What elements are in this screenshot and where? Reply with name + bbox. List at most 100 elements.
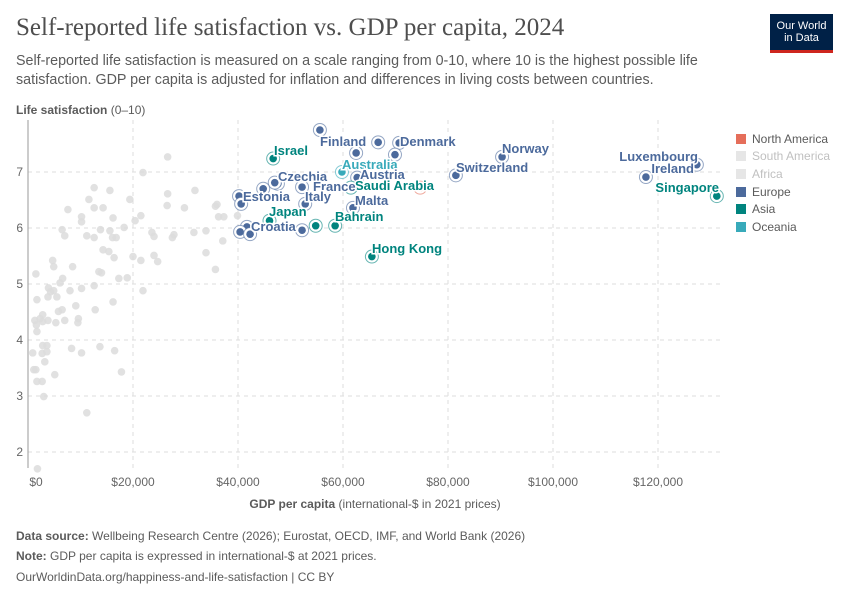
ireland-data-point xyxy=(642,173,650,181)
logo-line-2: in Data xyxy=(784,32,819,44)
saudi-arabia-data-point xyxy=(347,183,355,192)
data-point-other-region xyxy=(67,344,76,353)
austria-data-point xyxy=(353,173,361,182)
data-point-other-region xyxy=(53,293,61,301)
legend-item-europe[interactable]: Europe xyxy=(736,183,830,201)
y-tick-label: 5 xyxy=(16,277,23,291)
x-axis-label: GDP per capita (international-$ in 2021 … xyxy=(0,497,750,511)
data-point-other-region xyxy=(90,183,98,192)
legend-swatch xyxy=(736,186,746,197)
owid-logo[interactable]: Our World in Data xyxy=(770,14,833,53)
note-label: Note: xyxy=(16,549,47,563)
data-point-other-region xyxy=(39,392,48,401)
y-axis-label-bold: Life satisfaction xyxy=(16,103,108,117)
data-point-other-region xyxy=(74,318,82,327)
point-label: Croatia xyxy=(251,219,297,234)
data-point-other-region xyxy=(58,225,66,234)
data-point-other-region xyxy=(33,295,41,304)
point-label: Saudi Arabia xyxy=(355,178,435,193)
data-point-other-region xyxy=(33,377,41,386)
data-point-other-region xyxy=(220,213,228,221)
data-point-other-region xyxy=(33,465,42,473)
data-point-other-region xyxy=(66,286,74,295)
data-point-other-region xyxy=(163,153,172,161)
data-point-other-region xyxy=(32,365,40,374)
x-tick-label: $20,000 xyxy=(111,475,155,489)
data-point-other-region xyxy=(60,232,69,240)
data-point-other-region xyxy=(33,327,41,336)
data-point-other-region xyxy=(129,252,137,261)
luxembourg-data-point xyxy=(693,160,701,169)
data-point-other-region xyxy=(168,233,177,242)
data-point-other-region xyxy=(214,213,223,221)
data-point-other-region xyxy=(180,204,189,212)
legend-swatch xyxy=(736,168,746,179)
europe-data-point xyxy=(236,228,244,236)
x-tick-label: $60,000 xyxy=(321,475,365,489)
bahrain-data-point xyxy=(331,221,339,230)
data-point-other-region xyxy=(126,195,134,204)
legend-item-africa[interactable]: Africa xyxy=(736,165,830,183)
x-tick-label: $120,000 xyxy=(633,475,683,489)
point-label: Finland xyxy=(320,134,366,149)
data-point-other-region xyxy=(64,205,72,214)
europe-data-point xyxy=(391,150,399,159)
y-tick-label: 4 xyxy=(16,333,23,347)
data-point-other-region xyxy=(32,270,40,278)
japan-data-point xyxy=(265,216,274,225)
data-point-other-region xyxy=(218,237,227,245)
data-point-other-region xyxy=(96,225,105,234)
legend-item-north-america[interactable]: North America xyxy=(736,130,830,148)
y-axis-label-unit: (0–10) xyxy=(110,103,146,117)
data-point-other-region xyxy=(191,186,199,195)
y-tick-label: 3 xyxy=(16,389,23,403)
data-point-other-region xyxy=(110,253,118,262)
point-label: Italy xyxy=(305,189,332,204)
north-america-data-point xyxy=(416,183,424,192)
italy-data-point xyxy=(301,200,310,208)
data-point-other-region xyxy=(49,286,58,295)
legend-label: Asia xyxy=(752,202,776,217)
legend-item-oceania[interactable]: Oceania xyxy=(736,218,830,236)
logo-line-1: Our World xyxy=(776,20,827,32)
data-point-other-region xyxy=(99,246,107,254)
legend-item-south-america[interactable]: South America xyxy=(736,148,830,166)
point-label: Czechia xyxy=(278,169,328,184)
legend-item-asia[interactable]: Asia xyxy=(736,200,830,218)
data-point-other-region xyxy=(91,305,99,314)
data-point-other-region xyxy=(77,218,86,226)
data-point-other-region xyxy=(99,204,107,212)
y-tick-label: 2 xyxy=(16,445,23,459)
point-label: Singapore xyxy=(655,180,719,195)
data-point-other-region xyxy=(150,251,158,260)
x-tick-label: $80,000 xyxy=(426,475,470,489)
data-point-other-region xyxy=(90,281,98,290)
norway-data-point xyxy=(498,153,506,161)
asia-data-point xyxy=(311,221,320,230)
chart-subtitle: Self-reported life satisfaction is measu… xyxy=(16,53,698,88)
legend-label: South America xyxy=(752,149,831,164)
y-tick-label: 6 xyxy=(16,221,23,235)
australia-data-point xyxy=(338,168,346,176)
data-point-other-region xyxy=(28,349,37,357)
europe-data-point xyxy=(259,185,268,193)
legend-label: Europe xyxy=(752,184,791,199)
data-point-other-region xyxy=(202,227,210,235)
footer-url[interactable]: OurWorldinData.org/happiness-and-life-sa… xyxy=(16,570,335,584)
data-point-other-region xyxy=(44,316,52,325)
europe-data-point xyxy=(237,200,245,208)
data-point-other-region xyxy=(83,409,91,417)
point-label: Switzerland xyxy=(456,160,528,175)
legend-swatch xyxy=(736,204,746,215)
data-point-other-region xyxy=(131,216,139,225)
point-label: Israel xyxy=(274,143,308,158)
y-axis-label: Life satisfaction (0–10) xyxy=(16,103,145,117)
point-label: Bahrain xyxy=(335,209,383,224)
data-point-other-region xyxy=(90,204,98,212)
x-tick-label: $0 xyxy=(29,475,43,489)
point-label: Malta xyxy=(355,193,389,208)
data-point-other-region xyxy=(85,195,93,204)
europe-data-point xyxy=(298,226,306,235)
x-tick-label: $40,000 xyxy=(216,475,260,489)
